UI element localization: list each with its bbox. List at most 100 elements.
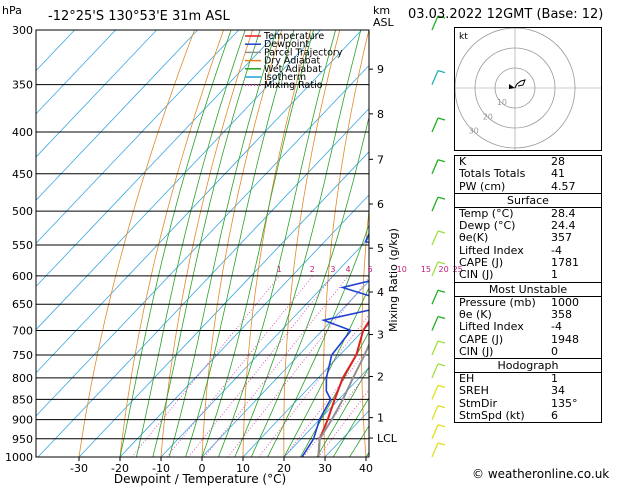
pressure-tick-label: 800 <box>12 372 33 385</box>
x-tick-label: 30 <box>318 462 332 475</box>
most-unstable-value: 1948 <box>551 332 579 346</box>
most-unstable-row: CIN (J) 0 <box>455 345 601 358</box>
km-tick-label: LCL <box>377 432 398 445</box>
most-unstable-label: θe (K) <box>459 307 492 321</box>
hodograph-stat-label: EH <box>459 372 475 386</box>
hodograph-unit-label: kt <box>459 32 468 42</box>
parcel-trajectory-line <box>317 342 369 457</box>
wind-barb <box>431 117 439 133</box>
hodograph-stat-row: EH 1 <box>455 372 601 386</box>
km-tick-label: 6 <box>377 198 384 211</box>
surface-label: Dewp (°C) <box>459 219 516 233</box>
surface-label: Temp (°C) <box>459 206 514 220</box>
mixing-ratio-label: 15 <box>421 265 431 274</box>
surface-title: Surface <box>455 192 601 208</box>
wet-adiabat <box>218 30 336 457</box>
wind-barb-flag <box>437 315 446 320</box>
isotherm-line <box>37 107 369 457</box>
mixing-ratio-label: 4 <box>345 265 350 274</box>
index-row: PW (cm) 4.57 <box>455 179 601 193</box>
km-label: km <box>373 4 390 17</box>
x-tick-label: -20 <box>111 462 129 475</box>
isotherm-line <box>36 30 198 201</box>
hodograph-plot: kt 10 20 30 <box>454 27 601 150</box>
hodograph-stat-value: 34 <box>551 384 565 398</box>
dry-adiabat <box>600 30 629 457</box>
wind-barb-flag <box>437 70 446 74</box>
wind-barb <box>431 196 439 212</box>
wind-barb <box>431 230 439 246</box>
wet-adiabat <box>316 366 369 457</box>
isotherm-line <box>36 30 239 244</box>
isotherm-line <box>36 30 116 115</box>
pressure-tick-label: 350 <box>12 79 33 92</box>
most-unstable-row: Pressure (mb) 1000 <box>455 295 601 309</box>
wind-barb-flag <box>437 261 446 265</box>
credit-text: © weatheronline.co.uk <box>472 467 610 481</box>
pressure-tick-label: 900 <box>12 414 33 427</box>
mixing-ratio-label: 6 <box>368 265 373 274</box>
hodograph-ring-label: 20 <box>483 112 493 121</box>
mixing-ratio-label: 10 <box>397 265 407 274</box>
km-tick-label: 7 <box>377 153 384 166</box>
surface-label: CIN (J) <box>459 268 494 282</box>
wind-barb <box>431 70 439 85</box>
pressure-tick-label: 450 <box>12 168 33 181</box>
sounding-datetime: 03.03.2022 12GMT (Base: 12) <box>408 7 604 22</box>
mixing-ratio-label: 1 <box>277 265 282 274</box>
wind-barb-flag <box>437 159 446 163</box>
isotherm-line <box>201 280 369 457</box>
hodograph-panel: kt 10 20 30 <box>454 27 602 151</box>
index-label: Totals Totals <box>459 167 526 181</box>
wind-barb-flag <box>437 15 446 19</box>
legend-label: Dry Adiabat <box>264 56 321 67</box>
surface-value: 357 <box>551 231 572 245</box>
mixing-ratio-line <box>227 277 369 457</box>
most-unstable-label: CAPE (J) <box>459 332 504 346</box>
pressure-tick-label: 750 <box>12 349 33 362</box>
surface-row: Temp (°C) 28.4 <box>455 206 601 220</box>
mixing-ratio-label: 3 <box>330 265 335 274</box>
pressure-tick-label: 500 <box>12 205 33 218</box>
index-row: K 28 <box>455 155 601 168</box>
surface-row: CIN (J) 1 <box>455 268 601 282</box>
wind-barb <box>431 385 439 400</box>
hodograph-ring-label: 30 <box>469 126 479 135</box>
mixing-ratio-label: 25 <box>453 265 463 274</box>
asl-label: ASL <box>373 16 395 29</box>
legend-label: Parcel Trajectory <box>264 47 343 58</box>
dry-adiabat <box>399 30 427 457</box>
km-tick-label: 4 <box>377 286 384 299</box>
pressure-tick-label: 400 <box>12 126 33 139</box>
hodograph-title: Hodograph <box>455 358 601 374</box>
wind-barb-flag <box>437 340 446 344</box>
x-tick-label: -10 <box>152 462 170 475</box>
hodograph-stat-value: 1 <box>551 372 558 386</box>
index-value: 28 <box>551 155 565 168</box>
wind-barb <box>431 289 439 305</box>
pressure-tick-label: 650 <box>12 298 33 311</box>
legend-label: Mixing Ratio <box>264 80 323 91</box>
surface-row: Lifted Index -4 <box>455 244 601 257</box>
most-unstable-value: 358 <box>551 307 572 321</box>
isotherm-line <box>78 151 369 457</box>
wind-barb-flag <box>437 384 446 388</box>
wind-barb <box>431 159 439 175</box>
most-unstable-value: 1000 <box>551 295 579 309</box>
wind-barb-flag <box>437 363 446 367</box>
surface-label: CAPE (J) <box>459 256 504 270</box>
index-label: PW (cm) <box>459 179 506 193</box>
wind-barb <box>431 442 439 458</box>
most-unstable-value: -4 <box>551 320 562 334</box>
pressure-tick-label: 700 <box>12 325 33 338</box>
wind-barb <box>431 316 439 331</box>
wet-adiabat <box>300 330 369 457</box>
index-value: 4.57 <box>551 179 576 193</box>
km-tick-label: 5 <box>377 242 384 255</box>
wind-barb-flag <box>437 442 446 446</box>
isotherm-line <box>36 30 321 331</box>
temperature-line <box>317 319 369 457</box>
x-axis-title: Dewpoint / Temperature (°C) <box>114 472 286 486</box>
isotherm-line <box>36 64 369 417</box>
pressure-tick-label: 850 <box>12 393 33 406</box>
